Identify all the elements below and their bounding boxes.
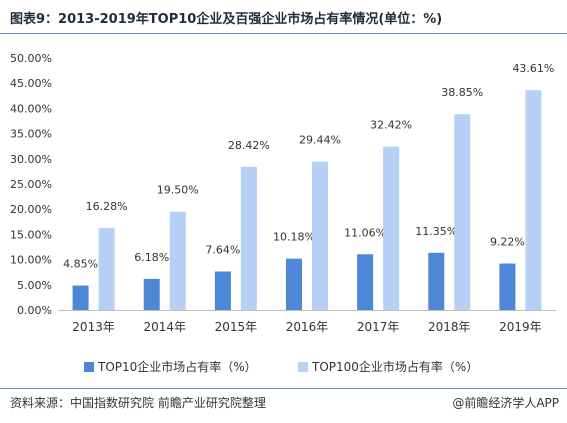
x-tick-label: 2016年 — [286, 320, 329, 334]
data-label-top10: 7.64% — [205, 243, 240, 256]
data-label-top100: 38.85% — [441, 86, 483, 99]
y-tick-label: 0.00% — [17, 304, 52, 317]
bar-top10 — [214, 271, 231, 310]
y-tick-label: 45.00% — [10, 77, 52, 90]
bar-top100 — [169, 211, 186, 310]
bar-chart: 0.00% 5.00% 10.00% 15.00% 20.00% 25.00% 30.00%… — [10, 52, 556, 334]
brand-label: @前瞻经济学人APP — [452, 396, 559, 410]
x-tick-label: 2014年 — [143, 320, 186, 334]
x-tick-label: 2019年 — [499, 320, 542, 334]
bar-top100 — [383, 146, 400, 310]
data-label-top10: 4.85% — [63, 258, 98, 271]
bar-top10 — [72, 285, 89, 310]
y-tick-label: 30.00% — [10, 153, 52, 166]
bar-top10 — [143, 278, 160, 310]
y-tick-label: 15.00% — [10, 228, 52, 241]
data-label-top10: 9.22% — [490, 236, 525, 249]
y-tick-label: 35.00% — [10, 128, 52, 141]
x-tick-label: 2015年 — [215, 320, 258, 334]
data-label-top10: 10.18% — [273, 231, 315, 244]
legend-label-top100: TOP100企业市场占有率（%） — [312, 360, 479, 374]
source-note: 资料来源：中国指数研究院 前瞻产业研究院整理 — [10, 396, 266, 410]
x-tick-label: 2017年 — [357, 320, 400, 334]
data-label-top100: 19.50% — [157, 184, 199, 197]
chart-title: 图表9：2013-2019年TOP10企业及百强企业市场占有率情况(单位：%) — [10, 12, 443, 27]
y-tick-label: 5.00% — [17, 279, 52, 292]
legend-swatch-top100 — [298, 362, 308, 372]
bar-top10 — [428, 252, 445, 310]
bar-top10 — [499, 263, 516, 310]
bar-top100 — [98, 227, 115, 310]
legend-item-top10: TOP10企业市场占有率（%） — [84, 358, 257, 375]
x-tick-label: 2013年 — [72, 320, 115, 334]
y-tick-label: 25.00% — [10, 178, 52, 191]
data-label-top10: 6.18% — [134, 251, 169, 264]
legend-label-top10: TOP10企业市场占有率（%） — [98, 360, 257, 374]
legend-swatch-top10 — [84, 362, 94, 372]
data-label-top100: 28.42% — [228, 139, 270, 152]
data-label-top10: 11.06% — [344, 226, 386, 239]
data-label-top10: 11.35% — [415, 225, 457, 238]
footer-divider — [0, 388, 567, 389]
y-tick-label: 50.00% — [10, 52, 52, 65]
bar-top10 — [286, 258, 302, 310]
data-label-top100: 16.28% — [86, 200, 128, 213]
title-divider — [0, 33, 567, 34]
y-tick-label: 10.00% — [10, 254, 52, 267]
data-label-top100: 29.44% — [299, 134, 341, 147]
bar-top100 — [454, 114, 471, 310]
bar-top100 — [312, 161, 328, 310]
legend-item-top100: TOP100企业市场占有率（%） — [298, 358, 478, 375]
bar-top100 — [525, 90, 542, 310]
data-label-top100: 32.42% — [370, 119, 412, 132]
y-tick-label: 40.00% — [10, 102, 52, 115]
bar-top10 — [357, 254, 374, 310]
bar-top100 — [240, 166, 257, 310]
y-tick-label: 20.00% — [10, 203, 52, 216]
data-label-top100: 43.61% — [512, 62, 554, 75]
x-tick-label: 2018年 — [428, 320, 471, 334]
